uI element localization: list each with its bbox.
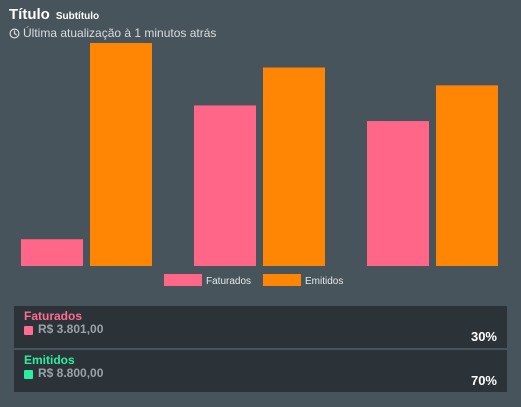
summary-emitidos-value-row: R$ 8.800,00	[24, 366, 103, 380]
bar-faturados-3[interactable]	[367, 121, 429, 266]
bar-chart: Faturados Emitidos	[21, 43, 498, 287]
summary-faturados-value: R$ 3.801,00	[38, 322, 104, 336]
legend-swatch-faturados[interactable]	[164, 274, 202, 286]
bar-emitidos-1[interactable]	[90, 43, 152, 266]
bar-emitidos-3[interactable]	[436, 85, 498, 267]
bar-emitidos-2[interactable]	[263, 67, 325, 266]
last-updated: Última atualização à 1 minutos atrás	[9, 26, 216, 40]
title-line: Título Subtítulo	[9, 6, 216, 26]
faturados-swatch-icon	[24, 326, 33, 335]
last-updated-text: Última atualização à 1 minutos atrás	[23, 26, 217, 40]
bar-faturados-1[interactable]	[21, 239, 83, 266]
emitidos-swatch-icon	[24, 370, 33, 379]
summary-emitidos-label: Emitidos	[24, 353, 75, 367]
summary-faturados-value-row: R$ 3.801,00	[24, 322, 103, 336]
card-title: Título	[9, 6, 50, 23]
card-subtitle: Subtítulo	[55, 11, 100, 22]
summary-faturados-label: Faturados	[24, 309, 83, 323]
legend-label-faturados[interactable]: Faturados	[206, 276, 251, 287]
legend-label-emitidos[interactable]: Emitidos	[305, 276, 343, 287]
summary-emitidos-percent: 70%	[470, 373, 497, 388]
bar-faturados-2[interactable]	[194, 105, 256, 266]
summary-emitidos: Emitidos R$ 8.800,00 70%	[14, 350, 507, 392]
legend-swatch-emitidos[interactable]	[263, 274, 301, 286]
summary-faturados-percent: 30%	[470, 329, 497, 344]
summary-emitidos-value: R$ 8.800,00	[38, 366, 104, 380]
summary-faturados: Faturados R$ 3.801,00 30%	[14, 306, 507, 348]
card-header: Título Subtítulo Última atualização à 1 …	[9, 6, 216, 40]
clock-icon	[9, 28, 20, 38]
